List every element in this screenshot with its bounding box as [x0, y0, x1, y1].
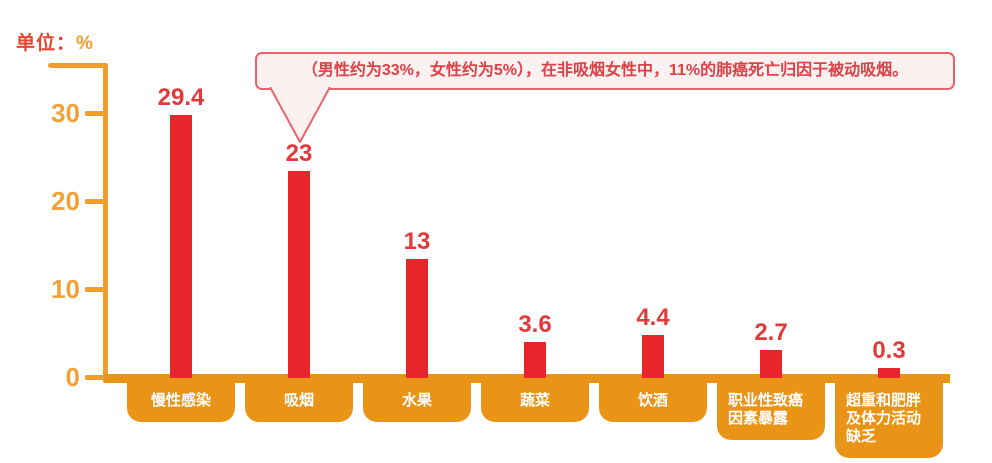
category-tab: 职业性致癌 因素暴露: [717, 383, 825, 440]
unit-label-prefix: 单位：: [16, 33, 77, 54]
unit-label-percent: %: [76, 33, 94, 54]
y-tick-label: 10: [51, 274, 80, 304]
bar: [288, 171, 310, 378]
category-tab-label-line: 及体力活动: [846, 410, 922, 427]
bar-value-label: 29.4: [157, 84, 205, 111]
bar: [642, 335, 664, 378]
y-axis-line: [103, 63, 108, 383]
bar: [406, 259, 428, 378]
x-axis-baseline: [104, 374, 950, 383]
category-tab-label-line: 吸烟: [283, 392, 314, 409]
y-tick: [85, 287, 105, 292]
callout-pointer-icon: [269, 87, 331, 143]
category-tab-label-line: 超重和肥胖: [846, 392, 922, 409]
y-tick-label: 30: [51, 98, 80, 128]
bar: [878, 368, 900, 378]
category-tab-label-line: 慢性感染: [150, 392, 211, 409]
bar-value-label: 0.3: [872, 337, 906, 364]
category-tab: 慢性感染: [127, 383, 235, 422]
y-axis-top-cap: [48, 63, 108, 68]
y-tick: [85, 111, 105, 116]
bar-value-label: 23: [285, 140, 313, 167]
category-tab-label-line: 水果: [401, 392, 432, 409]
y-tick: [85, 199, 105, 204]
category-tab: 水果: [363, 383, 471, 422]
bar-value-label: 3.6: [518, 311, 552, 338]
bar-value-label: 2.7: [754, 319, 788, 346]
category-tab-label-line: 缺乏: [846, 428, 877, 445]
category-tab: 饮酒: [599, 383, 707, 422]
bar-value-label: 13: [403, 228, 431, 255]
category-tab: 超重和肥胖 及体力活动 缺乏: [835, 383, 943, 458]
bar: [760, 350, 782, 378]
y-tick-label: 20: [51, 186, 80, 216]
category-tab-label-line: 蔬菜: [519, 392, 550, 409]
category-tab-label-line: 职业性致癌: [728, 392, 804, 409]
unit-label: 单位：%: [16, 28, 94, 55]
y-tick-label: 0: [65, 362, 80, 392]
category-tab-label-line: 饮酒: [637, 392, 668, 409]
callout-bubble: （男性约为33%，女性约为5%），在非吸烟女性中，11%的肺癌死亡归因于被动吸烟…: [255, 52, 955, 90]
bar: [524, 342, 546, 378]
bar-value-label: 4.4: [636, 304, 670, 331]
category-tab: 吸烟: [245, 383, 353, 422]
category-tab-label-line: 因素暴露: [728, 410, 789, 427]
y-tick: [85, 375, 105, 380]
category-tab: 蔬菜: [481, 383, 589, 422]
bar: [170, 115, 192, 378]
